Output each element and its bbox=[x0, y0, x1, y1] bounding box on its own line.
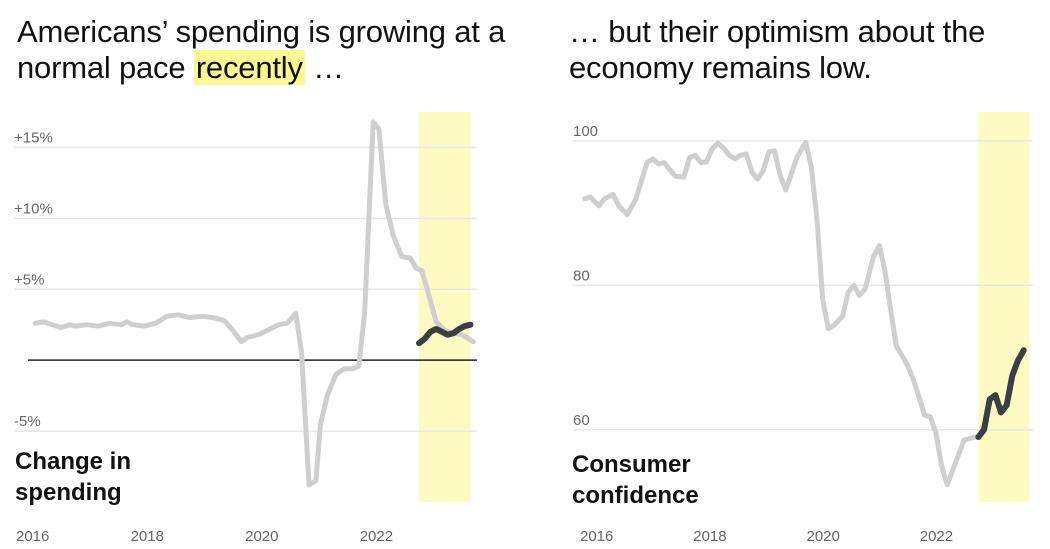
left-headline-ellipsis: … bbox=[304, 50, 344, 85]
spending-y-tick-label: +5% bbox=[14, 271, 44, 288]
spending-x-tick-label: 2016 bbox=[16, 528, 49, 545]
spending-axis-title: Change in bbox=[15, 448, 131, 475]
spending-x-tick-label: 2018 bbox=[131, 528, 164, 545]
spending-recent-highlight-band bbox=[418, 112, 471, 502]
left-headline-text: Americans’ spending is growing at a norm… bbox=[17, 14, 506, 85]
spending-recent-series-line bbox=[416, 321, 474, 347]
confidence-y-tick-label: 100 bbox=[573, 123, 598, 140]
spending-y-tick-label: +10% bbox=[14, 200, 53, 217]
spending-x-tick-label: 2020 bbox=[245, 528, 278, 545]
confidence-x-tick-label: 2022 bbox=[920, 528, 953, 545]
spending-axis-title: spending bbox=[15, 479, 122, 506]
confidence-y-tick-label: 60 bbox=[573, 412, 590, 429]
confidence-axis-title: confidence bbox=[572, 482, 699, 509]
spending-historic-series-line bbox=[32, 119, 476, 488]
confidence-recent-series-line bbox=[975, 347, 1027, 440]
left-headline: Americans’ spending is growing at a norm… bbox=[17, 14, 517, 86]
confidence-historic-series-line bbox=[582, 139, 978, 488]
right-headline: … but their optimism about the economy r… bbox=[569, 14, 986, 85]
left-headline-highlight: recently bbox=[193, 50, 305, 85]
confidence-x-tick-label: 2016 bbox=[580, 528, 613, 545]
confidence-x-tick-label: 2020 bbox=[807, 528, 840, 545]
confidence-x-tick-label: 2018 bbox=[693, 528, 726, 545]
spending-y-tick-label: -5% bbox=[14, 413, 41, 430]
spending-x-tick-label: 2022 bbox=[360, 528, 393, 545]
confidence-y-tick-label: 80 bbox=[573, 267, 590, 284]
spending-y-tick-label: +15% bbox=[14, 129, 53, 146]
confidence-recent-highlight-band bbox=[978, 112, 1030, 502]
confidence-axis-title: Consumer bbox=[572, 451, 691, 478]
